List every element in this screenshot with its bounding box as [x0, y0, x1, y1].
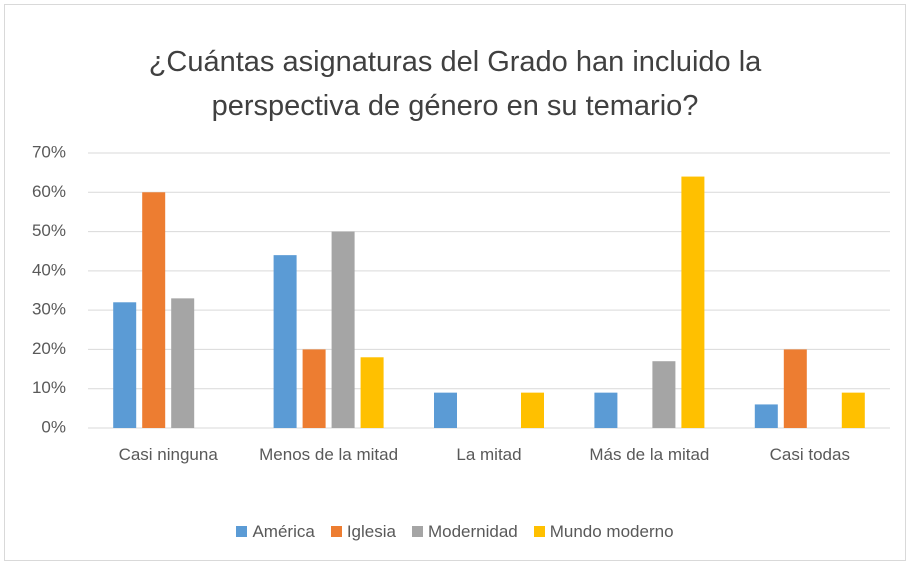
chart-frame	[4, 4, 906, 561]
x-tick-label: Casi ninguna	[118, 445, 218, 464]
y-tick-label: 20%	[32, 339, 66, 358]
bar	[302, 349, 326, 428]
legend-label: América	[252, 522, 315, 541]
x-tick-label: La mitad	[456, 445, 522, 464]
y-tick-label: 10%	[32, 378, 66, 397]
bar	[360, 357, 384, 428]
legend-label: Modernidad	[427, 522, 518, 541]
legend-swatch	[330, 526, 342, 537]
bar	[113, 302, 137, 428]
legend-swatch	[236, 526, 248, 537]
bar	[171, 298, 195, 428]
x-tick-label: Casi todas	[769, 445, 850, 464]
bar	[142, 192, 166, 428]
y-tick-label: 70%	[32, 142, 66, 161]
bar	[434, 392, 457, 428]
bar	[754, 404, 778, 428]
y-tick-label: 30%	[32, 300, 66, 319]
legend-swatch	[533, 526, 545, 537]
bar	[841, 392, 865, 428]
legend-swatch	[411, 526, 423, 537]
legend-item: Mundo moderno	[533, 522, 674, 542]
legend-item: Modernidad	[411, 522, 518, 542]
bar	[652, 361, 676, 428]
bar	[273, 255, 297, 428]
legend-item: Iglesia	[330, 522, 396, 542]
bar	[783, 349, 807, 428]
legend-item: América	[236, 522, 315, 542]
bar	[521, 392, 544, 428]
x-tick-label: Menos de la mitad	[259, 445, 399, 464]
y-tick-label: 40%	[32, 260, 66, 279]
x-tick-label: Más de la mitad	[589, 445, 710, 464]
legend: América Iglesia Modernidad Mundo moderno	[0, 522, 910, 542]
y-tick-label: 50%	[32, 221, 66, 240]
chart-title: ¿Cuántas asignaturas del Grado han inclu…	[148, 46, 762, 122]
bar	[594, 392, 618, 428]
y-tick-label: 0%	[41, 417, 66, 436]
bar	[681, 176, 705, 428]
legend-label: Iglesia	[346, 522, 396, 541]
y-tick-label: 60%	[32, 182, 66, 201]
bar	[331, 231, 355, 428]
legend-label: Mundo moderno	[549, 522, 674, 541]
